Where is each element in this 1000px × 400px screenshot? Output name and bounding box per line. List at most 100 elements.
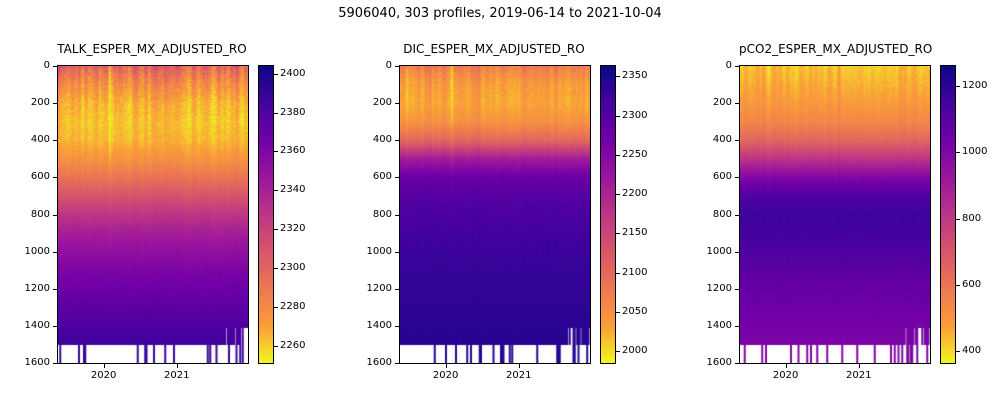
x-tick-label: 2020 xyxy=(772,370,799,381)
y-tick-label: 1600 xyxy=(706,357,732,368)
colorbar-tick-label: 800 xyxy=(962,212,982,224)
colorbar-tick-mark xyxy=(274,306,278,308)
colorbar-tick-mark xyxy=(616,233,620,235)
colorbar-tick-label: 2150 xyxy=(622,227,648,239)
y-tick-mark xyxy=(53,140,57,142)
y-tick-label: 1200 xyxy=(366,282,392,294)
y-tick-mark xyxy=(395,103,399,105)
colorbar-tick-label: 2380 xyxy=(280,106,306,118)
y-tick-label: 1000 xyxy=(366,245,392,257)
colorbar-tick-label: 1200 xyxy=(962,79,988,91)
y-tick-mark xyxy=(735,140,739,142)
panel-talk-title: TALK_ESPER_MX_ADJUSTED_RO xyxy=(57,42,247,56)
y-tick-label: 800 xyxy=(712,208,732,220)
y-tick-mark xyxy=(53,214,57,216)
colorbar-tick-label: 2280 xyxy=(280,300,306,312)
y-tick-mark xyxy=(395,66,399,67)
colorbar-tick-mark xyxy=(274,112,278,114)
colorbar-tick-mark xyxy=(274,267,278,269)
y-tick-mark xyxy=(735,288,739,290)
y-tick-label: 0 xyxy=(385,60,392,71)
y-tick-label: 200 xyxy=(372,97,392,109)
panel-pco2: pCO2_ESPER_MX_ADJUSTED_RO 0 200 400 600 800 1… xyxy=(697,40,1000,390)
x-tick-label: 2021 xyxy=(506,370,532,381)
y-tick-label: 600 xyxy=(372,171,392,183)
y-tick-mark xyxy=(53,177,57,179)
colorbar-tick-label: 600 xyxy=(962,279,982,291)
y-tick-mark xyxy=(735,177,739,179)
y-tick-label: 600 xyxy=(30,171,50,183)
y-tick-label: 1600 xyxy=(24,357,50,368)
colorbar-tick-mark xyxy=(274,345,278,347)
panel-pco2-title: pCO2_ESPER_MX_ADJUSTED_RO xyxy=(739,42,933,56)
colorbar-tick-mark xyxy=(616,76,620,78)
x-tick-mark xyxy=(176,364,178,368)
y-tick-label: 1000 xyxy=(706,245,732,257)
colorbar-tick-mark xyxy=(616,154,620,156)
y-tick-mark xyxy=(53,363,57,364)
colorbar-tick-mark xyxy=(956,218,960,220)
colorbar-tick-label: 2250 xyxy=(622,148,648,160)
heatmap-talk xyxy=(57,65,249,364)
colorbar-tick-label: 2200 xyxy=(622,188,648,200)
y-tick-mark xyxy=(395,177,399,179)
colorbar-tick-mark xyxy=(956,351,960,353)
colorbar-tick-mark xyxy=(956,152,960,154)
y-tick-label: 1400 xyxy=(366,319,392,331)
x-tick-mark xyxy=(518,364,520,368)
y-tick-mark xyxy=(395,288,399,290)
x-tick-mark xyxy=(785,364,787,368)
y-tick-mark xyxy=(735,103,739,105)
y-tick-mark xyxy=(395,363,399,364)
colorbar-pco2 xyxy=(940,65,956,364)
colorbar-tick-label: 2300 xyxy=(622,109,648,121)
colorbar-tick-mark xyxy=(616,272,620,274)
y-tick-mark xyxy=(53,325,57,327)
x-tick-label: 2020 xyxy=(432,370,459,381)
colorbar-tick-label: 2360 xyxy=(280,145,306,157)
y-tick-mark xyxy=(53,251,57,253)
colorbar-tick-mark xyxy=(274,229,278,231)
y-tick-mark xyxy=(395,325,399,327)
colorbar-tick-label: 2400 xyxy=(280,67,306,79)
colorbar-tick-label: 2300 xyxy=(280,261,306,273)
y-tick-mark xyxy=(735,214,739,216)
y-tick-label: 400 xyxy=(30,134,50,146)
x-tick-mark xyxy=(445,364,447,368)
colorbar-tick-mark xyxy=(956,85,960,87)
y-tick-mark xyxy=(395,251,399,253)
panel-dic-title: DIC_ESPER_MX_ADJUSTED_RO xyxy=(403,42,585,56)
y-tick-label: 1400 xyxy=(706,319,732,331)
y-tick-mark xyxy=(395,140,399,142)
x-tick-label: 2020 xyxy=(90,370,117,381)
y-tick-label: 0 xyxy=(725,60,732,71)
y-tick-mark xyxy=(735,66,739,67)
y-tick-mark xyxy=(53,103,57,105)
colorbar-tick-mark xyxy=(274,73,278,75)
x-tick-label: 2021 xyxy=(846,370,872,381)
colorbar-tick-mark xyxy=(616,351,620,353)
y-tick-label: 600 xyxy=(712,171,732,183)
colorbar-tick-label: 2260 xyxy=(280,339,306,351)
y-tick-label: 200 xyxy=(712,97,732,109)
panel-talk: TALK_ESPER_MX_ADJUSTED_RO 0 200 400 600 800 1… xyxy=(15,40,345,390)
colorbar-tick-mark xyxy=(616,311,620,313)
colorbar-talk xyxy=(258,65,274,364)
y-tick-label: 1200 xyxy=(706,282,732,294)
colorbar-tick-label: 2000 xyxy=(622,345,648,357)
y-tick-label: 800 xyxy=(372,208,392,220)
colorbar-tick-label: 2320 xyxy=(280,223,306,235)
colorbar-tick-label: 1000 xyxy=(962,146,988,158)
colorbar-tick-label: 2100 xyxy=(622,266,648,278)
y-tick-label: 1600 xyxy=(366,357,392,368)
y-tick-label: 200 xyxy=(30,97,50,109)
colorbar-tick-label: 2050 xyxy=(622,305,648,317)
y-tick-mark xyxy=(735,251,739,253)
y-tick-mark xyxy=(735,325,739,327)
colorbar-dic xyxy=(600,65,616,364)
x-tick-mark xyxy=(103,364,105,368)
y-tick-label: 1200 xyxy=(24,282,50,294)
heatmap-dic xyxy=(399,65,591,364)
colorbar-tick-label: 400 xyxy=(962,345,982,357)
